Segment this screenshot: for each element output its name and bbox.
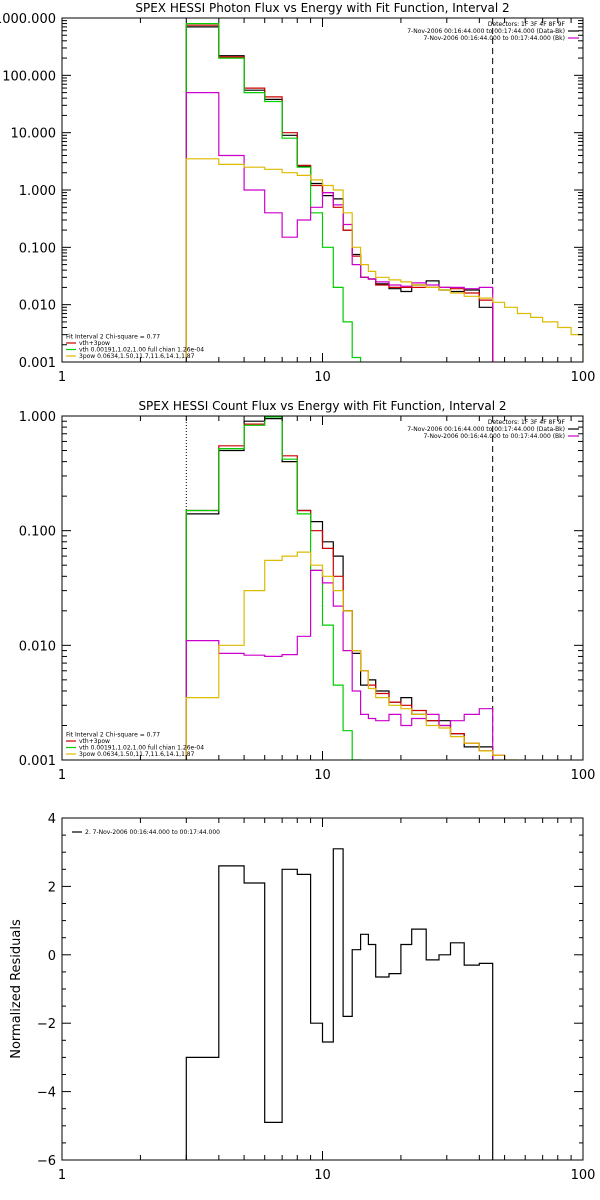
panel-title: SPEX HESSI Count Flux vs Energy with Fit…	[138, 399, 506, 413]
y-tick-label: 1000.000	[0, 12, 56, 27]
x-tick-label: 100	[571, 1168, 596, 1183]
legend-right-entry: Detectors: 1F 3F 4F 8F 9F	[488, 21, 566, 28]
legend-left-entry: vth+3pow	[79, 340, 110, 347]
plot-area	[185, 18, 583, 362]
y-tick-label: 0.010	[19, 299, 56, 314]
y-tick-label: 4	[48, 812, 56, 827]
x-tick-label: 100	[571, 370, 596, 385]
series-line-1	[185, 24, 494, 362]
y-tick-label: 0.010	[19, 639, 56, 654]
y-tick-label: 0.100	[19, 241, 56, 256]
series-line-0	[185, 26, 494, 362]
x-tick-label: 10	[314, 1168, 331, 1183]
x-tick-label: 10	[314, 768, 331, 783]
x-tick-label: 1	[58, 1168, 66, 1183]
y-axis-label: Normalized Residuals	[9, 919, 24, 1059]
y-tick-label: 10.000	[11, 127, 57, 142]
y-tick-label: 1.000	[19, 410, 56, 425]
x-tick-label: 1	[58, 768, 66, 783]
legend-right-entry: Detectors: 1F 3F 4F 8F 9F	[488, 419, 566, 426]
panel-resid: 1 10 100 −6 −4 −2 0 2 4 Normalized Residuals 2. 7-…	[9, 812, 595, 1183]
panel-photon: SPEX HESSI Photon Flux vs Energy with Fi…	[0, 1, 595, 385]
legend-right-entry: 7-Nov-2006 00:16:44.000 to 00:17:44.000 …	[407, 426, 565, 433]
y-tick-label: 100.000	[2, 69, 56, 84]
series-line-0	[185, 418, 494, 760]
series-line-4	[185, 551, 518, 760]
series-line-4	[185, 158, 583, 362]
y-tick-label: 0	[48, 949, 56, 964]
y-tick-label: −6	[37, 1154, 56, 1169]
series-line-3	[185, 92, 494, 362]
y-tick-label: 1.000	[19, 184, 56, 199]
panel-title: SPEX HESSI Photon Flux vs Energy with Fi…	[135, 1, 509, 15]
y-tick-label: 0.001	[19, 356, 56, 371]
y-tick-label: 0.100	[19, 525, 56, 540]
series-line-1	[185, 416, 506, 760]
legend-left-entry: Fit Interval 2 Chi-square = 0.77	[66, 334, 160, 341]
y-tick-label: −2	[37, 1017, 56, 1032]
plot-area	[185, 848, 494, 1160]
legend-right-entry: 7-Nov-2006 00:16:44.000 to 00:17:44.000 …	[423, 35, 565, 42]
y-tick-label: 0.001	[19, 754, 56, 769]
x-tick-label: 100	[571, 768, 596, 783]
y-tick-label: 2	[48, 880, 56, 895]
legend-entry: 2. 7-Nov-2006 00:16:44.000 to 00:17:44.0…	[85, 829, 220, 836]
legend-left-entry: vth 0.00191,1.02,1.00 full chian 1.26e-0…	[79, 745, 204, 752]
series-line-2	[185, 23, 362, 362]
legend-left-entry: Fit Interval 2 Chi-square = 0.77	[66, 732, 160, 739]
axes-frame	[61, 817, 584, 1161]
series-line-2	[185, 416, 362, 760]
series-line-0	[185, 848, 494, 1160]
series-line-3	[185, 569, 494, 760]
legend-left-entry: 3pow 0.0634,1.50,11.7,11.6,14.1,1.87	[79, 751, 195, 758]
legend-right-entry: 7-Nov-2006 00:16:44.000 to 00:17:44.000 …	[407, 28, 565, 35]
y-tick-label: −4	[37, 1086, 56, 1101]
legend-right-entry: 7-Nov-2006 00:16:44.000 to 00:17:44.000 …	[423, 433, 565, 440]
x-tick-label: 10	[314, 370, 331, 385]
panel-count: SPEX HESSI Count Flux vs Energy with Fit…	[19, 399, 596, 783]
legend-left-entry: vth 0.00191,1.02,1.00 full chian 1.26e-0…	[79, 347, 204, 354]
x-tick-label: 1	[58, 370, 66, 385]
plot-area	[185, 416, 518, 760]
legend-left-entry: 3pow 0.0634,1.50,11.7,11.6,14.1,1.87	[79, 353, 195, 360]
legend-left-entry: vth+3pow	[79, 738, 110, 745]
